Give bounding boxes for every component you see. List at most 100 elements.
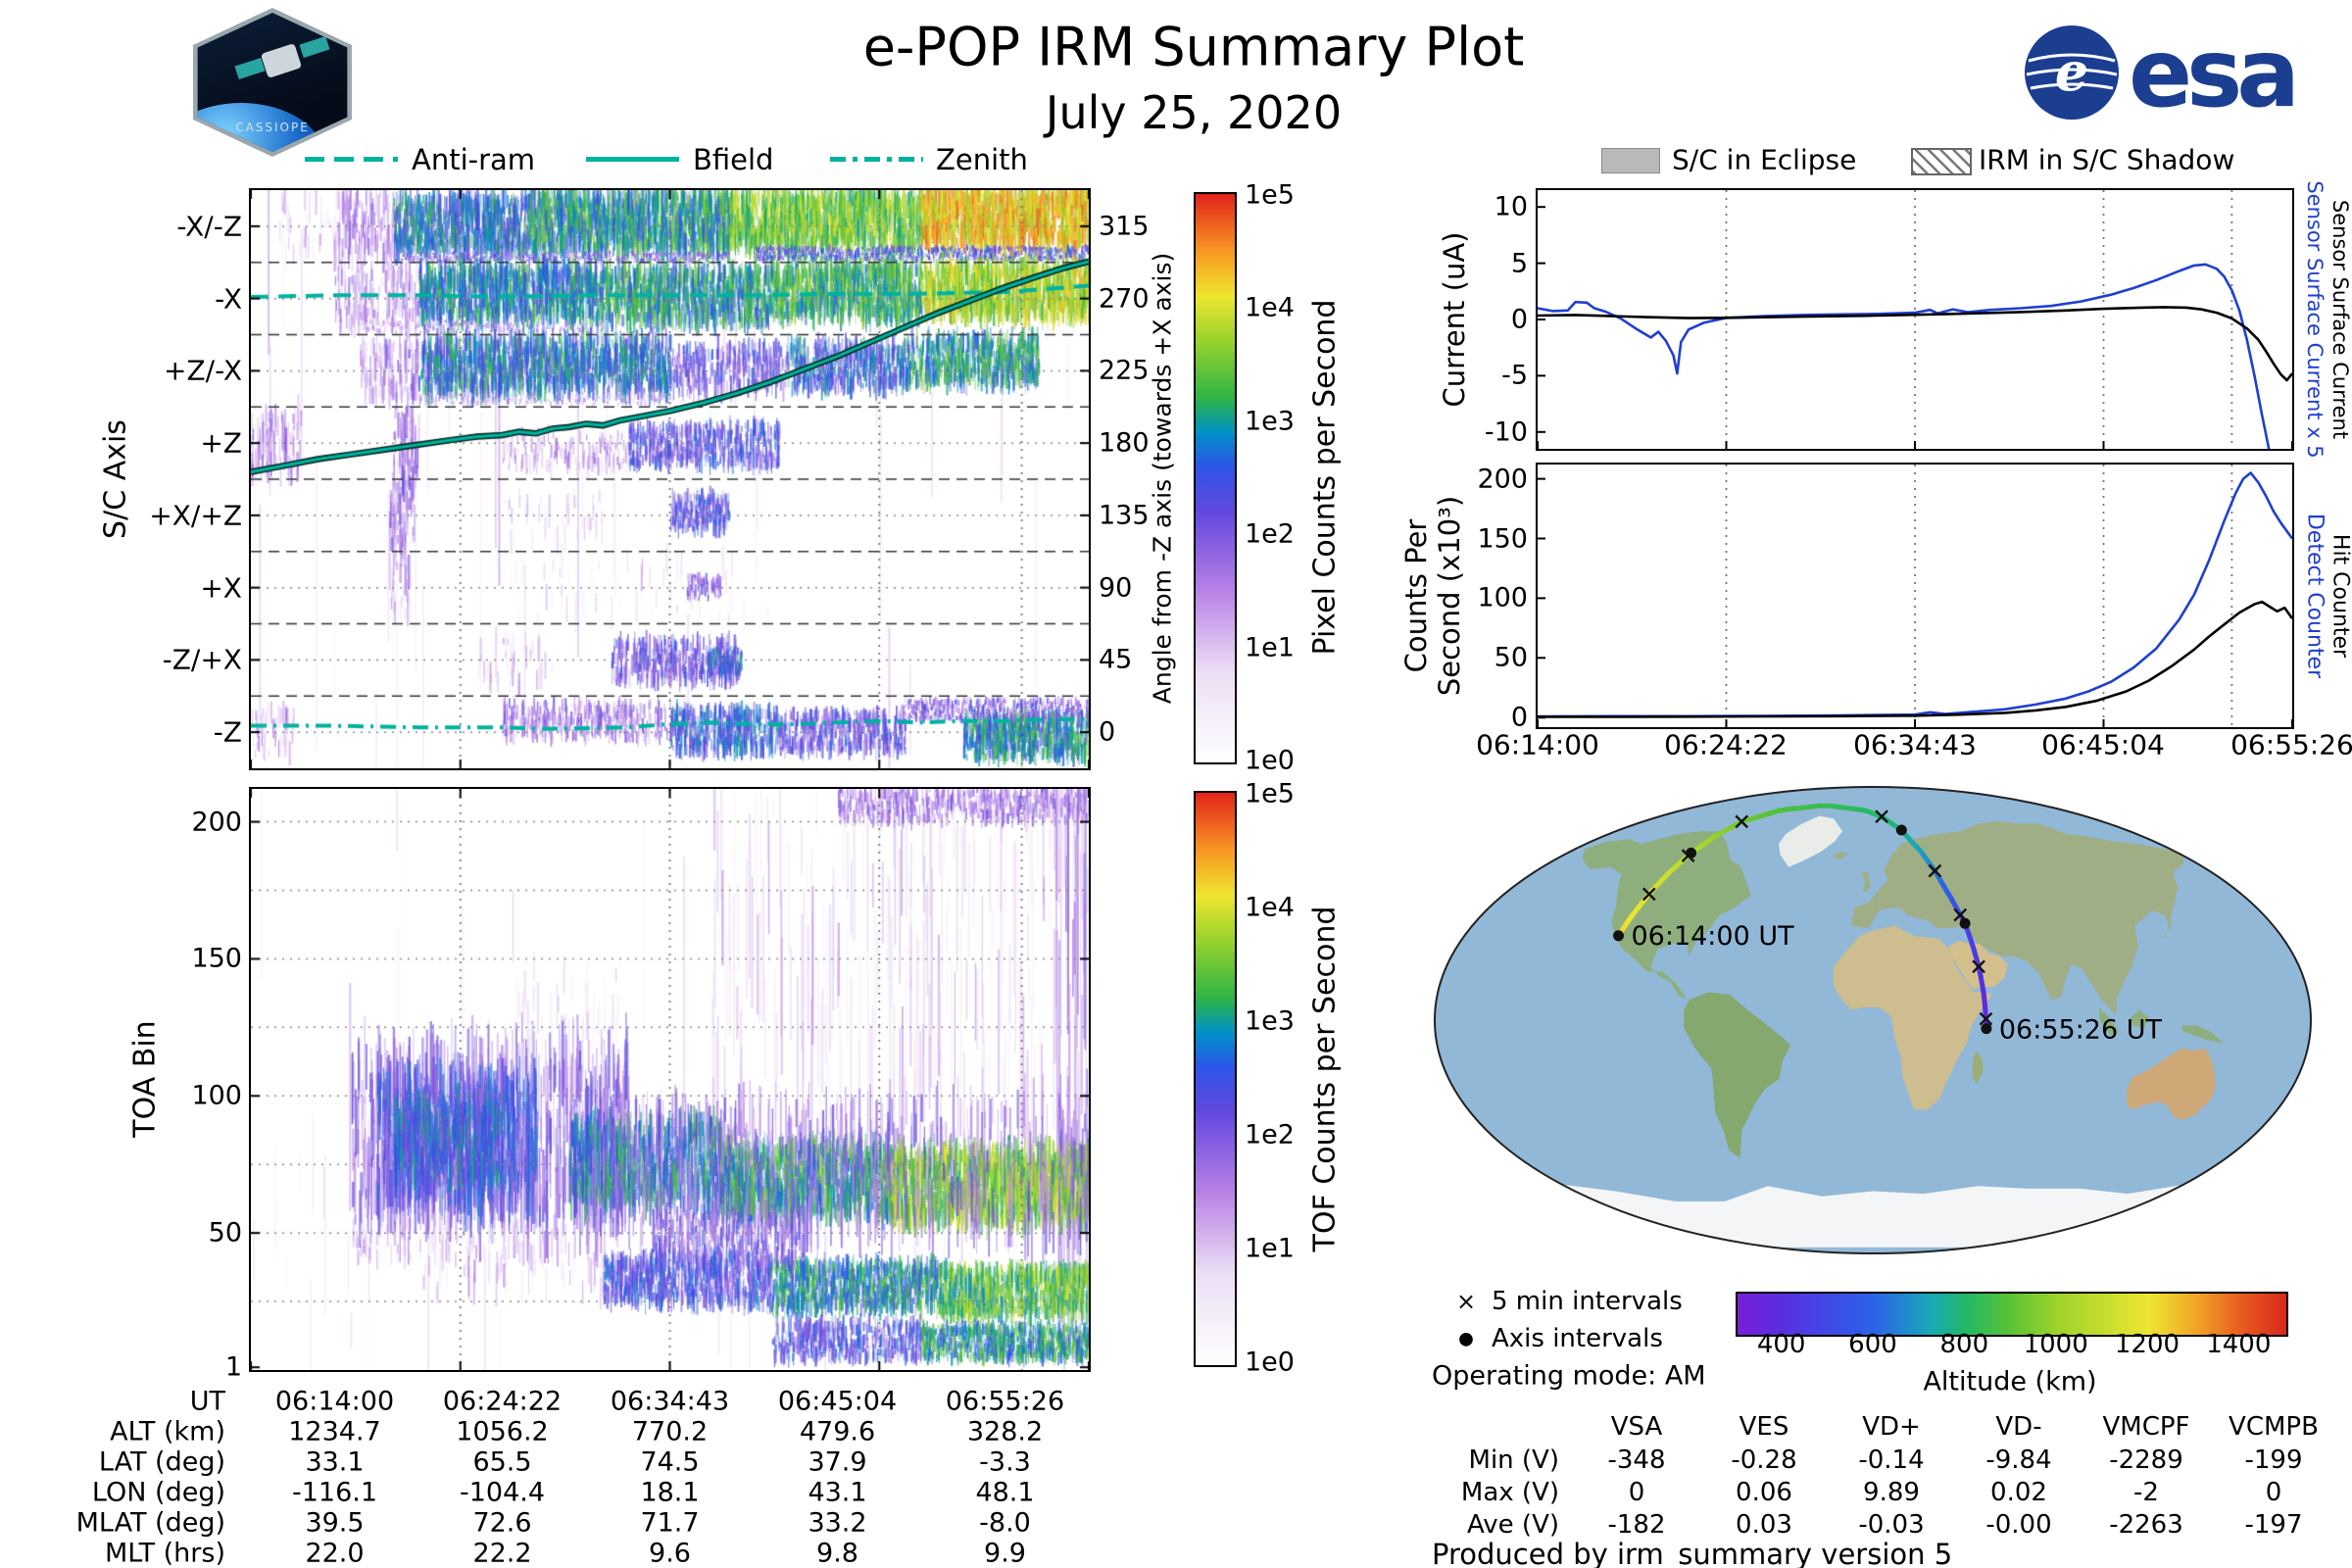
voltage-cell: 0 xyxy=(2265,1478,2282,1507)
ephemeris-cell: -104.4 xyxy=(459,1477,546,1508)
legend-shadow-label: IRM in S/C Shadow xyxy=(1979,143,2235,176)
altitude-tick: 800 xyxy=(1939,1330,1989,1359)
altitude-colorbar xyxy=(1736,1292,2288,1337)
cassiope-label: CASSIOPE xyxy=(235,121,310,134)
ephemeris-row-alt: 1234.7 1056.2 770.2 479.6 328.2 xyxy=(251,1417,1089,1447)
ephemeris-cell: 18.1 xyxy=(640,1477,700,1508)
altitude-colorbar-label: Altitude (km) xyxy=(1923,1366,2097,1397)
ephemeris-cell: 06:34:43 xyxy=(610,1386,730,1417)
counts-ylabel: Counts Per Second (x10³) xyxy=(1399,496,1466,696)
tof-colorbar xyxy=(1194,791,1237,1367)
altitude-tick: 400 xyxy=(1756,1330,1806,1359)
current-ytick: 10 xyxy=(1494,191,1528,222)
voltage-cell: -182 xyxy=(1607,1510,1666,1540)
ephemeris-row-mlt: 22.0 22.2 9.6 9.8 9.9 xyxy=(251,1539,1089,1568)
ephemeris-row-mlat: 39.5 72.6 71.7 33.2 -8.0 xyxy=(251,1508,1089,1539)
voltage-row-max: Max (V) 0 0.06 9.89 0.02 -2 0 xyxy=(1426,1478,2337,1507)
sc-band-label: -Z xyxy=(213,715,242,749)
ephemeris-cell: 37.9 xyxy=(808,1446,867,1478)
angle-tick: 45 xyxy=(1099,644,1133,675)
counts-ytick: 50 xyxy=(1494,642,1528,673)
ephemeris-cell: 71.7 xyxy=(640,1507,700,1539)
tof-cb-tick: 1e3 xyxy=(1245,1005,1295,1037)
ephemeris-cell: 1234.7 xyxy=(288,1416,381,1447)
current-right-label-black: Sensor Surface Current xyxy=(2328,199,2352,440)
toa-ytick: 1 xyxy=(224,1351,242,1383)
footer-version: Produced by irm_summary version 5 xyxy=(1432,1538,1953,1568)
ephemeris-cell: 65.5 xyxy=(472,1446,532,1478)
eclipse-swatch xyxy=(1601,148,1660,173)
current-ylabel: Current (uA) xyxy=(1438,231,1471,408)
ephemeris-cell: 9.6 xyxy=(649,1538,691,1568)
counts-right-label-blue: Detect Counter xyxy=(2302,513,2328,679)
voltage-cell: -197 xyxy=(2244,1510,2303,1540)
angle-tick: 0 xyxy=(1099,716,1116,748)
voltage-row-label: Ave (V) xyxy=(1467,1510,1559,1540)
ephemeris-row-label: LON (deg) xyxy=(91,1477,225,1508)
current-plot xyxy=(1538,190,2292,449)
sc-band-label: +X xyxy=(200,571,242,605)
ephemeris-row-lat: 33.1 65.5 74.5 37.9 -3.3 xyxy=(251,1447,1089,1478)
bfield-line-sample xyxy=(586,157,679,162)
pixel-cb-tick: 1e0 xyxy=(1245,745,1295,776)
ephemeris-cell: 06:14:00 xyxy=(274,1386,395,1417)
ephemeris-cell: 48.1 xyxy=(975,1477,1035,1508)
voltage-column-header: VMCPF xyxy=(2102,1412,2190,1442)
angle-tick: 225 xyxy=(1099,355,1150,386)
angle-tick: 180 xyxy=(1099,427,1150,459)
antiram-line-sample xyxy=(305,157,398,162)
page-title: e-POP IRM Summary Plot xyxy=(862,16,1525,78)
esa-globe-icon: e xyxy=(2025,25,2119,120)
voltage-cell: -0.00 xyxy=(1985,1510,2052,1540)
ephemeris-cell: 22.0 xyxy=(305,1538,365,1568)
time-xtick: 06:45:04 xyxy=(2041,728,2165,761)
current-right-label-blue: Sensor Surface Current x 5 xyxy=(2303,180,2327,459)
voltage-cell: -2289 xyxy=(2109,1446,2183,1475)
ephemeris-cell: 479.6 xyxy=(799,1416,876,1447)
satellite-panel-icon xyxy=(234,58,266,79)
ephemeris-row-label: UT xyxy=(189,1386,225,1417)
time-xtick: 06:34:43 xyxy=(1853,728,1977,761)
voltage-column-header: VCMPB xyxy=(2229,1412,2319,1442)
counts-ytick: 0 xyxy=(1510,702,1528,733)
satellite-panel-icon xyxy=(299,36,330,58)
pixel-cb-tick: 1e2 xyxy=(1245,518,1295,550)
sc-axis-ylabel: S/C Axis xyxy=(98,419,133,539)
ephemeris-row-ut: 06:14:00 06:24:22 06:34:43 06:45:04 06:5… xyxy=(251,1387,1089,1417)
tof-cb-tick: 1e5 xyxy=(1245,778,1295,809)
ephemeris-cell: 39.5 xyxy=(305,1507,365,1539)
page-date: July 25, 2020 xyxy=(1045,86,1343,139)
ephemeris-cell: 06:45:04 xyxy=(777,1386,898,1417)
sc-band-label: -X/-Z xyxy=(176,210,242,243)
sc-axis-spectrogram-frame xyxy=(249,188,1091,770)
voltage-column-header: VSA xyxy=(1610,1412,1663,1442)
voltage-row-min: Min (V) -348 -0.28 -0.14 -9.84 -2289 -19… xyxy=(1426,1446,2337,1475)
legend-eclipse-label: S/C in Eclipse xyxy=(1672,143,1857,176)
tof-cb-label: TOF Counts per Second xyxy=(1307,906,1343,1252)
voltage-cell: -0.28 xyxy=(1731,1446,1797,1475)
current-ytick: 0 xyxy=(1510,304,1528,335)
voltage-cell: -9.84 xyxy=(1985,1446,2052,1475)
current-ytick: 5 xyxy=(1510,248,1528,279)
pixel-cb-tick: 1e3 xyxy=(1245,406,1295,437)
ephemeris-row-label: LAT (deg) xyxy=(98,1446,225,1478)
dot-marker-label: Axis intervals xyxy=(1492,1324,1663,1353)
sc-band-label: -Z/+X xyxy=(162,643,242,676)
ephemeris-cell: 43.1 xyxy=(808,1477,867,1508)
ephemeris-cell: 33.2 xyxy=(808,1507,867,1539)
voltage-column-header: VD+ xyxy=(1862,1412,1921,1442)
voltage-cell: -2263 xyxy=(2109,1510,2183,1540)
svg-text:e: e xyxy=(2055,40,2088,103)
time-xtick: 06:55:26 xyxy=(2230,728,2352,761)
esa-wordmark: esa xyxy=(2129,19,2300,128)
zenith-line-sample xyxy=(830,157,923,162)
toa-ytick: 50 xyxy=(208,1217,242,1249)
ephemeris-cell: 9.9 xyxy=(984,1538,1026,1568)
current-ytick: -10 xyxy=(1484,416,1528,448)
legend-zenith-label: Zenith xyxy=(936,143,1028,176)
ephemeris-cell: -116.1 xyxy=(291,1477,378,1508)
voltage-cell: -2 xyxy=(2133,1478,2159,1507)
tof-cb-tick: 1e4 xyxy=(1245,892,1295,923)
ephemeris-cell: 74.5 xyxy=(640,1446,700,1478)
voltage-cell: 0.06 xyxy=(1736,1478,1792,1507)
